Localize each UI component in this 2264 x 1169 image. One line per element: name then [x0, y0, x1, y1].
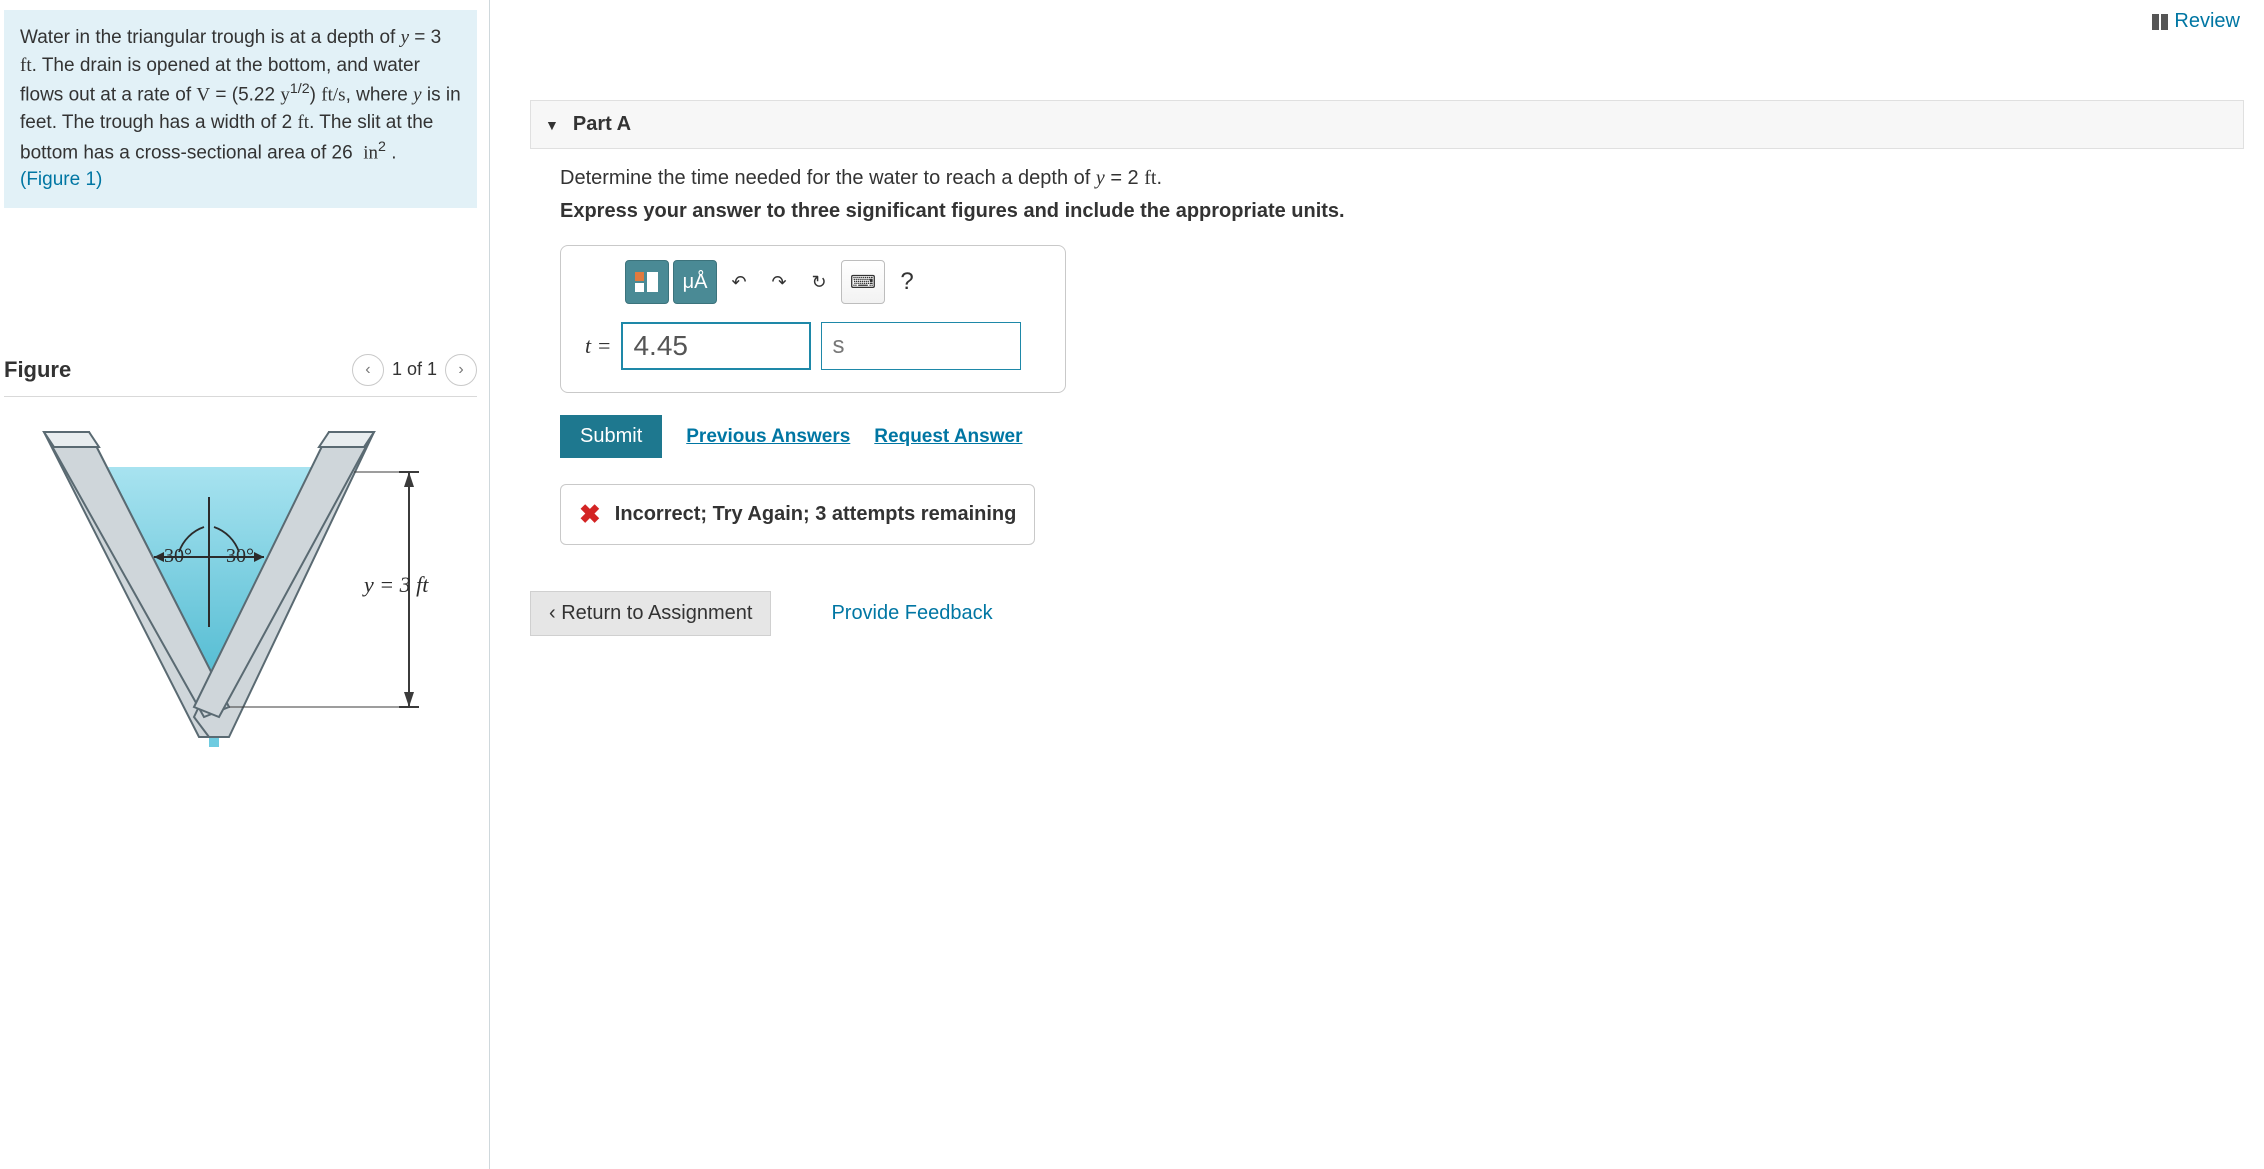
submit-button[interactable]: Submit [560, 415, 662, 458]
figure-nav: ‹ 1 of 1 › [352, 354, 477, 386]
figure-counter: 1 of 1 [392, 359, 437, 380]
redo-button[interactable]: ↷ [761, 260, 797, 304]
part-label: Part A [573, 113, 631, 136]
review-link[interactable]: Review [2152, 10, 2240, 33]
feedback-box: ✖ Incorrect; Try Again; 3 attempts remai… [560, 484, 1035, 545]
collapse-icon: ▼ [545, 117, 559, 133]
answer-box: μÅ ↶ ↷ ↻ ⌨ ? t = [560, 245, 1066, 393]
problem-statement: Water in the triangular trough is at a d… [4, 10, 477, 208]
reset-button[interactable]: ↻ [801, 260, 837, 304]
question-text: Determine the time needed for the water … [560, 167, 2236, 190]
review-icon [2152, 14, 2168, 30]
keyboard-button[interactable]: ⌨ [841, 260, 885, 304]
figure-next-button[interactable]: › [445, 354, 477, 386]
return-button[interactable]: ‹ Return to Assignment [530, 591, 771, 636]
templates-icon [633, 270, 661, 294]
help-button[interactable]: ? [889, 260, 925, 304]
return-label: Return to Assignment [561, 602, 752, 624]
symbols-button[interactable]: μÅ [673, 260, 717, 304]
templates-button[interactable] [625, 260, 669, 304]
feedback-text: Incorrect; Try Again; 3 attempts remaini… [615, 503, 1017, 526]
incorrect-icon: ✖ [579, 499, 601, 530]
chevron-left-icon: ‹ [549, 602, 561, 624]
answer-value-input[interactable] [621, 322, 811, 370]
figure-prev-button[interactable]: ‹ [352, 354, 384, 386]
review-label: Review [2174, 10, 2240, 33]
undo-button[interactable]: ↶ [721, 260, 757, 304]
part-header[interactable]: ▼ Part A [530, 100, 2244, 149]
figure-image: 30° 30° y = 3 ft [4, 417, 477, 753]
answer-unit-input[interactable] [821, 322, 1021, 370]
provide-feedback-link[interactable]: Provide Feedback [831, 602, 992, 625]
question-instruction: Express your answer to three significant… [560, 200, 2236, 223]
svg-text:30°: 30° [164, 545, 192, 567]
svg-text:y = 3 ft: y = 3 ft [362, 572, 429, 597]
previous-answers-link[interactable]: Previous Answers [686, 426, 850, 448]
request-answer-link[interactable]: Request Answer [874, 426, 1022, 448]
answer-lhs: t = [585, 333, 611, 359]
symbols-label: μÅ [683, 271, 708, 294]
figure-title: Figure [4, 357, 71, 383]
svg-text:30°: 30° [226, 545, 254, 567]
